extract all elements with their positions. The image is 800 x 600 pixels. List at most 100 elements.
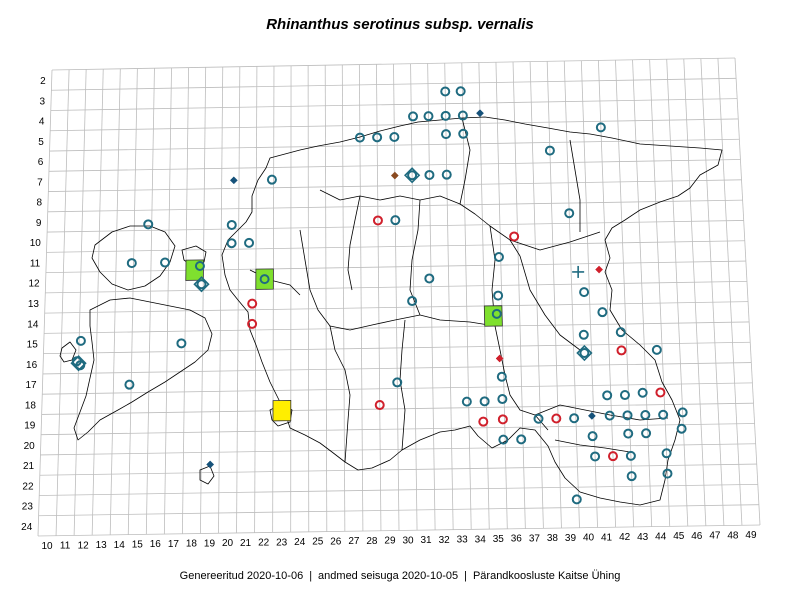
column-label: 32 xyxy=(439,535,451,546)
grid-line-vertical xyxy=(427,63,436,530)
occurrence-circle-red xyxy=(616,345,627,356)
grid-line-vertical xyxy=(683,58,707,526)
map-footer: Genereeritud 2020-10-06 | andmed seisuga 2… xyxy=(0,570,800,582)
occurrence-circle-teal xyxy=(194,261,205,272)
grid-line-vertical xyxy=(666,59,689,527)
occurrence-circle-red xyxy=(509,231,520,242)
occurrence-circle-teal xyxy=(533,413,544,424)
row-label: 17 xyxy=(25,380,37,391)
occurrence-diamond-red xyxy=(595,265,604,274)
occurrence-circle-red xyxy=(551,413,562,424)
occurrence-circle-red xyxy=(655,387,666,398)
occurrence-circle-teal xyxy=(578,329,589,340)
grid-labels: 10 11 12 13 14 15 16 17 18 19 20 21 22 23 24 25 26 27 28 29… xyxy=(21,76,757,552)
occurrence-circle-teal xyxy=(602,390,613,401)
grid-line-horizontal xyxy=(44,321,750,334)
grid-line-horizontal xyxy=(41,423,755,436)
occurrence-circle-teal xyxy=(441,169,452,180)
footer-separator: | xyxy=(464,570,467,582)
column-label: 21 xyxy=(240,538,252,549)
occurrence-circle-teal xyxy=(479,396,490,407)
occurrence-diamond-red xyxy=(495,354,504,363)
occurrence-circle-teal xyxy=(619,390,630,401)
occurrence-circle-teal xyxy=(441,129,452,140)
occurrence-circle-teal xyxy=(579,287,590,298)
row-label: 2 xyxy=(40,76,46,87)
grid-line-horizontal xyxy=(44,301,749,314)
occurrence-circle-teal xyxy=(604,410,615,421)
grid-line-horizontal xyxy=(51,77,737,91)
column-label: 15 xyxy=(132,539,144,550)
column-label: 25 xyxy=(312,537,324,548)
column-label: 18 xyxy=(186,539,198,550)
row-label: 3 xyxy=(40,96,46,107)
column-label: 34 xyxy=(475,534,487,545)
column-label: 36 xyxy=(511,534,523,545)
grid-line-horizontal xyxy=(42,362,752,375)
occurrence-circle-teal xyxy=(641,428,652,439)
occurrence-circle-teal xyxy=(390,215,401,226)
occurrence-diamond-brown xyxy=(390,171,399,180)
occurrence-circle-teal xyxy=(569,413,580,424)
grid-line-horizontal xyxy=(38,504,759,517)
occurrence-diamond-navy xyxy=(587,411,596,420)
occurrence-circle-teal xyxy=(677,407,688,418)
column-label: 33 xyxy=(457,535,469,546)
grid-line-horizontal xyxy=(48,179,742,192)
row-label: 15 xyxy=(27,340,39,351)
grid-line-vertical xyxy=(478,62,490,530)
column-label: 24 xyxy=(294,537,306,548)
column-label: 11 xyxy=(60,541,71,552)
row-label: 6 xyxy=(38,157,44,168)
row-label: 5 xyxy=(38,137,44,148)
row-label: 10 xyxy=(30,238,42,249)
column-label: 12 xyxy=(78,540,90,551)
column-label: 19 xyxy=(204,538,216,549)
occurrence-circle-teal xyxy=(587,431,598,442)
occurrence-circle-teal xyxy=(625,450,636,461)
grid-line-vertical xyxy=(324,65,328,532)
grid-line-vertical xyxy=(546,61,562,529)
column-label: 14 xyxy=(114,540,126,551)
occurrence-circle-teal xyxy=(564,208,575,219)
occurrence-circle-teal xyxy=(493,252,504,263)
column-label: 22 xyxy=(258,538,270,549)
occurrence-circle-teal xyxy=(595,122,606,133)
occurrence-circle-red xyxy=(247,318,258,329)
occurrence-circle-teal xyxy=(160,257,171,268)
occurrence-circle-teal xyxy=(392,377,403,388)
grid-line-vertical xyxy=(200,67,207,534)
occurrence-circle-teal xyxy=(266,174,277,185)
grid-line-vertical xyxy=(563,60,580,528)
occurrence-circle-teal xyxy=(440,110,451,121)
column-label: 41 xyxy=(601,532,613,543)
grid-line-vertical xyxy=(55,69,70,536)
occurrence-circle-teal xyxy=(571,494,582,505)
grid-line-vertical xyxy=(632,59,653,527)
row-label: 7 xyxy=(37,177,43,188)
grid-line-vertical xyxy=(73,69,87,536)
occurrence-circle-teal xyxy=(661,448,672,459)
occurrence-circle-teal xyxy=(590,451,601,462)
row-label: 4 xyxy=(39,117,45,128)
grid-line-vertical xyxy=(127,68,138,535)
grid-line-horizontal xyxy=(39,483,758,496)
occurrence-circle-teal xyxy=(676,423,687,434)
occurrence-circle-teal xyxy=(259,274,270,285)
grid-line-vertical xyxy=(145,68,155,535)
grid-line-vertical xyxy=(341,64,346,532)
column-label: 10 xyxy=(41,541,53,552)
occurrence-circle-teal xyxy=(440,86,451,97)
grid-line-vertical xyxy=(615,60,635,527)
row-label: 12 xyxy=(28,279,40,290)
column-label: 48 xyxy=(727,530,739,541)
grid-line-vertical xyxy=(512,61,526,529)
occurrence-circle-teal xyxy=(498,434,509,445)
occurrence-circle-teal xyxy=(496,371,507,382)
grid-line-horizontal xyxy=(50,118,739,132)
column-label: 38 xyxy=(547,533,559,544)
grid-line-vertical xyxy=(734,57,761,526)
occurrence-circle-teal xyxy=(457,110,468,121)
column-label: 16 xyxy=(150,539,162,550)
